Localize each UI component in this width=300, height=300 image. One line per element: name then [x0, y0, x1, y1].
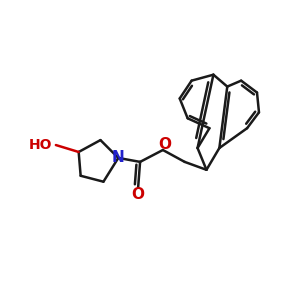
Text: N: N	[112, 150, 125, 165]
Text: O: O	[132, 187, 145, 202]
Text: O: O	[158, 136, 171, 152]
Text: HO: HO	[28, 138, 52, 152]
